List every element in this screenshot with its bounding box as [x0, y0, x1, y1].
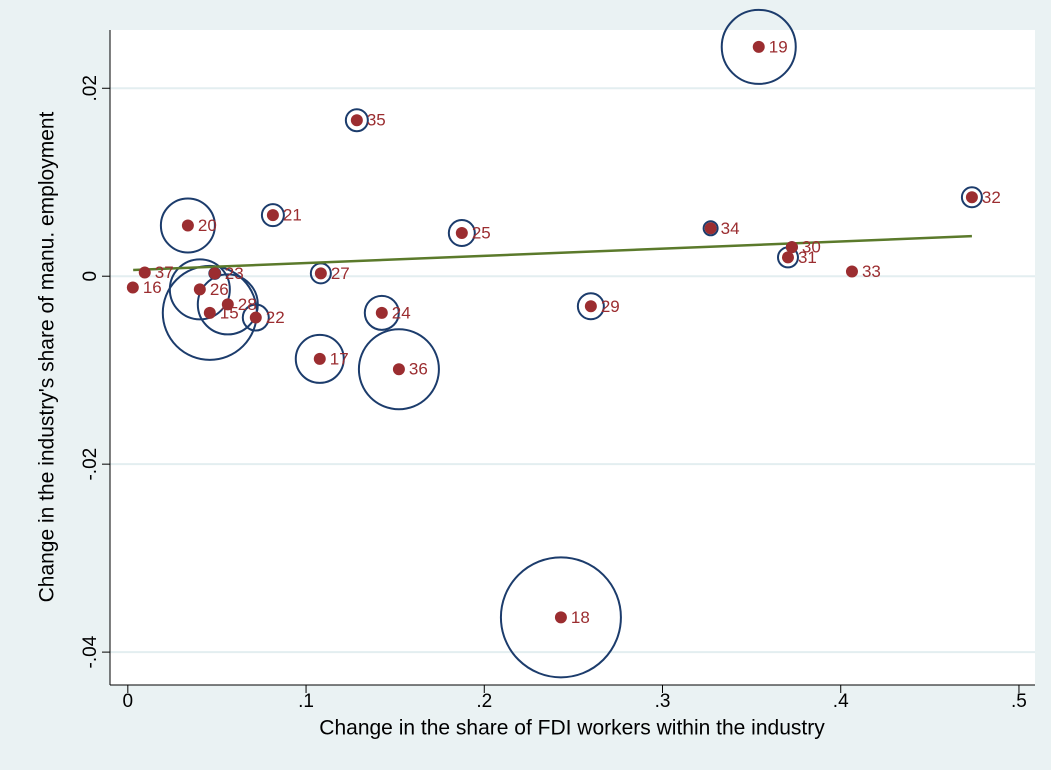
point — [350, 114, 363, 127]
point-label: 35 — [367, 111, 386, 130]
point-label: 17 — [330, 349, 349, 368]
point — [313, 352, 326, 365]
bubble — [960, 186, 983, 209]
point-label: 18 — [571, 608, 590, 627]
bubble — [576, 292, 605, 321]
point — [965, 191, 978, 204]
point-label: 24 — [392, 303, 411, 322]
y-tick-label: -.04 — [80, 635, 101, 668]
y-tick-label: .02 — [80, 75, 101, 101]
point — [203, 306, 216, 319]
bubble — [241, 303, 270, 332]
y-axis-title: Change in the industry's share of manu. … — [36, 111, 59, 602]
x-axis-title: Change in the share of FDI workers withi… — [319, 717, 825, 740]
point — [392, 363, 405, 376]
point — [785, 241, 798, 254]
point — [845, 265, 858, 278]
point-label: 23 — [225, 264, 244, 283]
x-tick-label: 0 — [123, 691, 134, 712]
point-label: 20 — [198, 216, 217, 235]
point-label: 31 — [798, 248, 817, 267]
point-label: 27 — [331, 264, 350, 283]
point-label: 33 — [862, 262, 881, 281]
bubble — [294, 333, 345, 384]
point — [266, 209, 279, 222]
x-tick-label: .4 — [833, 691, 849, 712]
point-label: 34 — [721, 219, 740, 238]
point-label: 28 — [238, 295, 257, 314]
point — [781, 251, 794, 264]
plot-area — [110, 30, 1035, 685]
point-label: 29 — [601, 297, 620, 316]
y-tick-label: -.02 — [80, 448, 101, 481]
y-tick-label: 0 — [80, 271, 101, 282]
bubble — [720, 8, 797, 85]
point-label: 36 — [409, 360, 428, 379]
bubble — [344, 108, 369, 133]
point — [221, 298, 234, 311]
point — [193, 283, 206, 296]
point — [208, 267, 221, 280]
point-label: 32 — [982, 188, 1001, 207]
bubble — [702, 220, 719, 237]
point — [704, 222, 717, 235]
point — [375, 306, 388, 319]
bubble — [159, 197, 216, 254]
point — [249, 311, 262, 324]
point-label: 22 — [266, 308, 285, 327]
bubble — [357, 328, 440, 411]
point — [181, 219, 194, 232]
x-tick-label: .3 — [655, 691, 671, 712]
point-label: 21 — [283, 206, 302, 225]
point-label: 25 — [472, 223, 491, 242]
point — [314, 267, 327, 280]
point — [584, 300, 597, 313]
point-label: 19 — [769, 37, 788, 56]
x-tick-label: .2 — [476, 691, 492, 712]
point — [554, 611, 567, 624]
bubble — [499, 556, 622, 679]
fit-line — [133, 234, 972, 272]
x-tick-label: .1 — [298, 691, 314, 712]
point — [138, 266, 151, 279]
x-tick-label: .5 — [1011, 691, 1027, 712]
bubble — [447, 218, 476, 247]
point — [126, 281, 139, 294]
point-label: 26 — [210, 280, 229, 299]
bubble — [363, 294, 400, 331]
point — [455, 226, 468, 239]
point-label: 37 — [155, 263, 174, 282]
point-label: 30 — [802, 238, 821, 257]
bubble — [260, 203, 285, 228]
point — [752, 40, 765, 53]
point-label: 16 — [143, 278, 162, 297]
